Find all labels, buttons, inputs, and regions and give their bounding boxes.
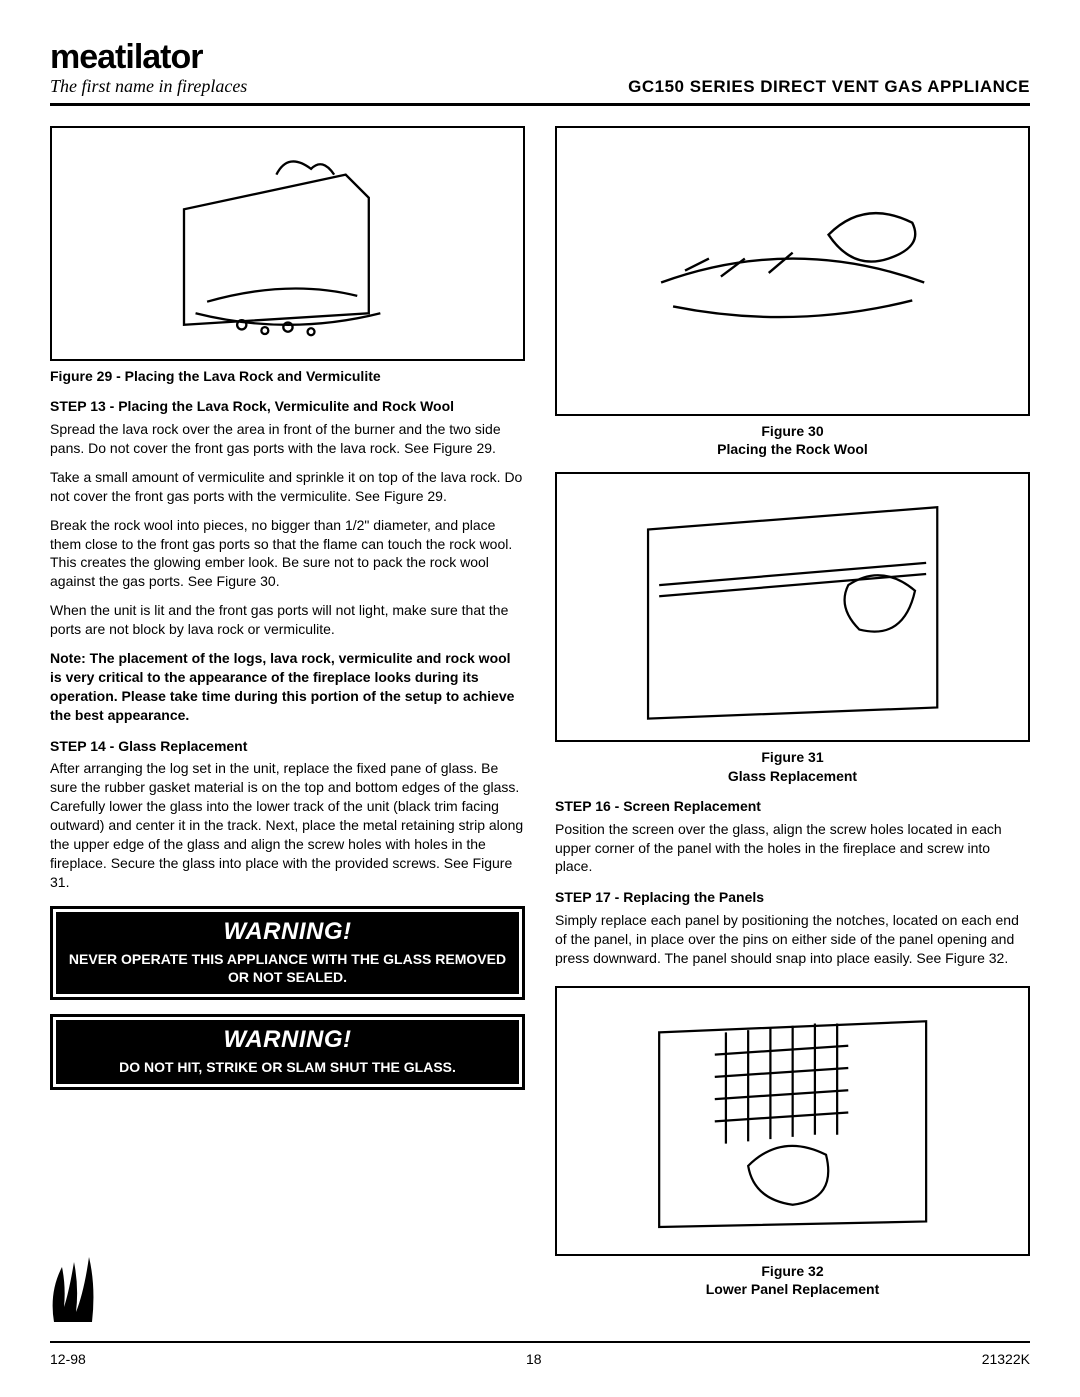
- figure-31-caption-line1: Figure 31: [761, 749, 823, 765]
- document-title: GC150 SERIES DIRECT VENT GAS APPLIANCE: [628, 77, 1030, 97]
- left-column: Figure 29 - Placing the Lava Rock and Ve…: [50, 126, 525, 1298]
- footer-doc-number: 21322K: [982, 1351, 1030, 1367]
- step-13-p2: Take a small amount of vermiculite and s…: [50, 468, 525, 506]
- figure-29-frame: [50, 126, 525, 361]
- figure-30-caption-line2: Placing the Rock Wool: [717, 441, 868, 457]
- content-columns: Figure 29 - Placing the Lava Rock and Ve…: [50, 126, 1030, 1298]
- page-footer: 12-98 18 21322K: [50, 1341, 1030, 1367]
- step-14-heading: STEP 14 - Glass Replacement: [50, 737, 525, 756]
- figure-32-caption: Figure 32 Lower Panel Replacement: [555, 1262, 1030, 1298]
- warning-box-2: WARNING! DO NOT HIT, STRIKE OR SLAM SHUT…: [50, 1014, 525, 1090]
- warning-2-body: DO NOT HIT, STRIKE OR SLAM SHUT THE GLAS…: [60, 1054, 515, 1082]
- step-13-p3: Break the rock wool into pieces, no bigg…: [50, 516, 525, 592]
- figure-32-caption-line2: Lower Panel Replacement: [706, 1281, 880, 1297]
- warning-2-inner: WARNING! DO NOT HIT, STRIKE OR SLAM SHUT…: [56, 1020, 519, 1084]
- figure-32-illustration: [576, 999, 1009, 1244]
- step-14-p1: After arranging the log set in the unit,…: [50, 759, 525, 891]
- placement-note: Note: The placement of the logs, lava ro…: [50, 649, 525, 725]
- step-13-heading: STEP 13 - Placing the Lava Rock, Vermicu…: [50, 397, 525, 416]
- right-column: Figure 30 Placing the Rock Wool Figure 3…: [555, 126, 1030, 1298]
- figure-30-caption: Figure 30 Placing the Rock Wool: [555, 422, 1030, 458]
- figure-31-caption-line2: Glass Replacement: [728, 768, 857, 784]
- step-13-p1: Spread the lava rock over the area in fr…: [50, 420, 525, 458]
- warning-1-inner: WARNING! NEVER OPERATE THIS APPLIANCE WI…: [56, 912, 519, 994]
- step-16-heading: STEP 16 - Screen Replacement: [555, 797, 1030, 816]
- warning-1-title: WARNING!: [60, 918, 515, 946]
- page-header: meatilator The first name in fireplaces …: [50, 40, 1030, 106]
- step-17-p1: Simply replace each panel by positioning…: [555, 911, 1030, 968]
- figure-32-caption-line1: Figure 32: [761, 1263, 823, 1279]
- step-13-p4: When the unit is lit and the front gas p…: [50, 601, 525, 639]
- figure-30-illustration: [576, 139, 1009, 402]
- figure-31-illustration: [576, 485, 1009, 730]
- figure-30-frame: [555, 126, 1030, 416]
- footer-date: 12-98: [50, 1351, 86, 1367]
- figure-31-frame: [555, 472, 1030, 742]
- flame-icon: [44, 1247, 104, 1327]
- brand-tagline: The first name in fireplaces: [50, 76, 247, 97]
- brand-logo: meatilator: [50, 40, 247, 74]
- figure-30-caption-line1: Figure 30: [761, 423, 823, 439]
- figure-31-caption: Figure 31 Glass Replacement: [555, 748, 1030, 784]
- warning-1-body: NEVER OPERATE THIS APPLIANCE WITH THE GL…: [60, 946, 515, 992]
- figure-29-caption: Figure 29 - Placing the Lava Rock and Ve…: [50, 367, 525, 385]
- warning-2-title: WARNING!: [60, 1026, 515, 1054]
- logo-block: meatilator The first name in fireplaces: [50, 40, 247, 97]
- step-17-heading: STEP 17 - Replacing the Panels: [555, 888, 1030, 907]
- figure-32-frame: [555, 986, 1030, 1256]
- footer-page-number: 18: [526, 1351, 542, 1367]
- step-16-p1: Position the screen over the glass, alig…: [555, 820, 1030, 877]
- warning-box-1: WARNING! NEVER OPERATE THIS APPLIANCE WI…: [50, 906, 525, 1000]
- figure-29-illustration: [76, 140, 500, 348]
